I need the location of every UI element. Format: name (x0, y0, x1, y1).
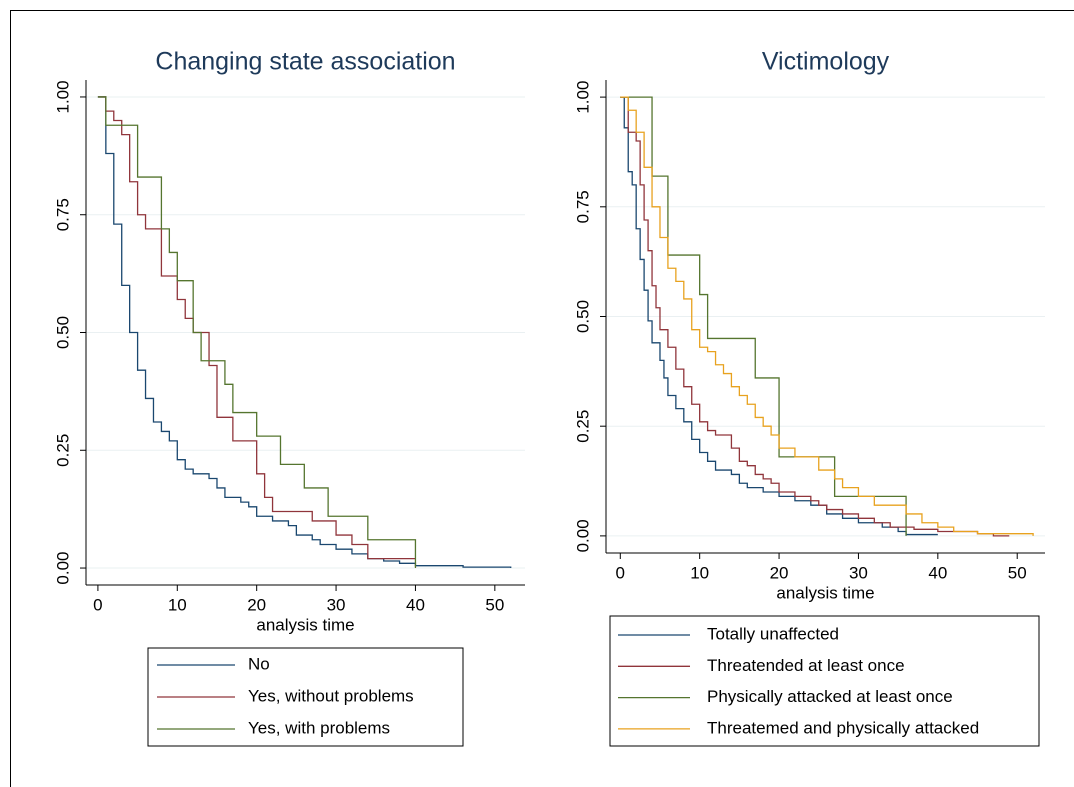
x-tick-label: 30 (849, 563, 868, 582)
legend-label: No (248, 654, 270, 673)
x-tick-label: 0 (93, 595, 102, 614)
legend-label: Totally unaffected (707, 624, 839, 643)
legend-box (609, 615, 1040, 747)
y-tick-label: 0.50 (53, 316, 72, 349)
x-tick-label: 40 (928, 563, 947, 582)
x-tick-label: 30 (327, 595, 346, 614)
y-tick-label: 1.00 (573, 81, 592, 114)
survival-line (620, 96, 938, 536)
x-tick-label: 50 (1008, 563, 1027, 582)
legend-label: Threatended at least once (707, 656, 905, 675)
x-axis-label: analysis time (776, 583, 874, 602)
y-tick-label: 0.25 (573, 410, 592, 443)
x-tick-label: 10 (168, 595, 187, 614)
x-tick-label: 10 (690, 563, 709, 582)
y-tick-label: 1.00 (53, 80, 72, 113)
legend-label: Yes, without problems (248, 686, 414, 705)
x-axis-label: analysis time (256, 615, 354, 634)
y-tick-label: 0.25 (53, 434, 72, 467)
y-tick-label: 0.50 (573, 300, 592, 333)
legend-label: Threatemed and physically attacked (707, 718, 979, 737)
figure-border (10, 10, 1074, 787)
x-tick-label: 50 (485, 595, 504, 614)
legend-label: Yes, with problems (248, 718, 390, 737)
chart-title: Victimology (762, 48, 890, 76)
y-tick-label: 0.00 (53, 551, 72, 584)
y-tick-label: 0.00 (573, 519, 592, 552)
y-tick-label: 0.75 (573, 190, 592, 223)
x-tick-label: 20 (247, 595, 266, 614)
chart-title: Changing state association (155, 48, 455, 76)
x-tick-label: 20 (770, 563, 789, 582)
y-tick-label: 0.75 (53, 198, 72, 231)
x-tick-label: 40 (406, 595, 425, 614)
survival-line (97, 96, 417, 569)
survival-line (620, 96, 1034, 536)
legend-label: Physically attacked at least once (707, 687, 953, 706)
x-tick-label: 0 (616, 563, 625, 582)
survival-line (620, 96, 1010, 537)
